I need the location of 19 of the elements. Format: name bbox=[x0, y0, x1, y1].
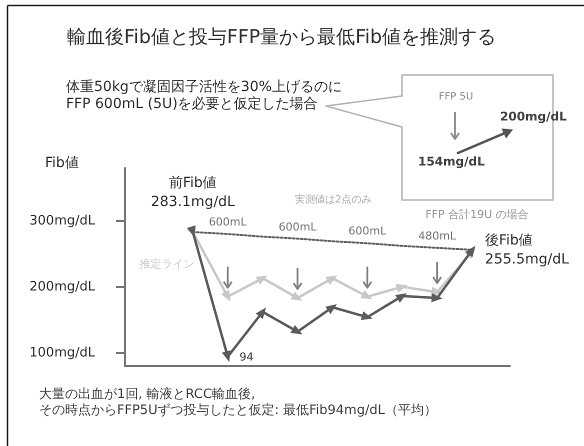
annotation: FFP 合計19U の場合 bbox=[425, 208, 529, 222]
text: 体重50kgで凝固因子活性を30%上げるのに FFP 600mL (5U)を必要と仮定した場合 bbox=[66, 79, 342, 113]
data-label: 後Fib値 255.5mg/dL bbox=[484, 232, 570, 268]
y-tick-label: 100mg/dL bbox=[29, 345, 96, 360]
annotation: 154mg/dL bbox=[418, 154, 485, 170]
annotation: 480mL bbox=[418, 229, 456, 242]
text: 200mg/dL bbox=[500, 110, 567, 124]
y-axis-title: Fib値 bbox=[45, 154, 79, 172]
chart-title: 輸血後Fib値と投与FFP量から最低Fib値を推測する bbox=[67, 25, 496, 50]
text: FFP 5U bbox=[438, 90, 474, 104]
y-tick-label: 200mg/dL bbox=[29, 279, 96, 294]
annotation: 実測値は2点のみ bbox=[295, 194, 372, 206]
text: 大量の出血が1回, 輸液とRCC輸血後, その時点からFFP5Uずつ投与したと仮定: 最低Fib94mg/dL（平均） bbox=[39, 387, 437, 419]
data-label: 94 bbox=[240, 350, 254, 364]
y-tick-label: 300mg/dL bbox=[29, 213, 96, 228]
annotation: 600mL bbox=[208, 216, 247, 228]
data-label: 前Fib値 283.1mg/dL bbox=[150, 174, 236, 210]
annotation: 600mL bbox=[348, 224, 386, 238]
annotation: 600mL bbox=[278, 220, 316, 234]
